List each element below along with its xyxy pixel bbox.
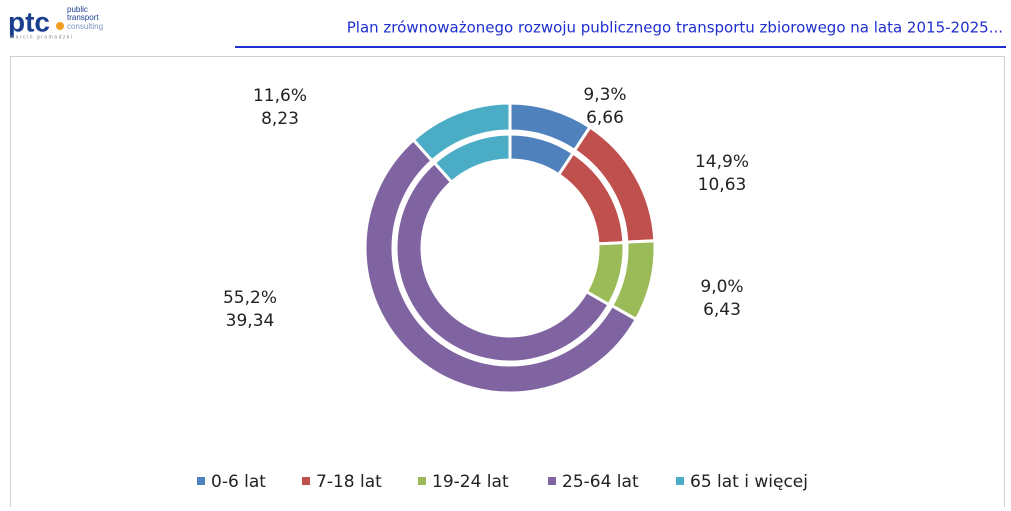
legend-swatch <box>676 477 684 485</box>
chart: 9,3% 6,66 14,9% 10,63 9,0% 6,43 55,2% 39,34 11,6… <box>197 85 808 492</box>
data-label: 14,9% <box>695 152 749 172</box>
logo-text: transport <box>67 13 99 22</box>
data-label: 6,43 <box>703 300 741 320</box>
data-label: 10,63 <box>698 175 747 195</box>
chart-frame <box>10 56 1005 511</box>
legend-label: 65 lat i więcej <box>690 472 808 492</box>
logo-text: public <box>67 5 88 14</box>
legend-swatch <box>548 477 556 485</box>
doughnut-segment <box>411 101 512 163</box>
data-label: 55,2% <box>223 288 277 308</box>
data-label: 39,34 <box>226 311 275 331</box>
logo-text: consulting <box>67 22 103 31</box>
legend-label: 7-18 lat <box>316 472 382 492</box>
legend-swatch <box>418 477 426 485</box>
data-label: 9,0% <box>700 277 743 297</box>
data-label: 6,66 <box>586 108 624 128</box>
data-label: 9,3% <box>583 85 626 105</box>
logo-author: marcin gromadzki <box>10 34 73 40</box>
legend-swatch <box>197 477 205 485</box>
doughnut-segment <box>432 132 512 185</box>
legend-label: 19-24 lat <box>432 472 509 492</box>
logo-dot <box>56 22 64 30</box>
data-label: 11,6% <box>253 86 307 106</box>
logo-mark: ptc <box>8 6 50 37</box>
doughnut-segment <box>394 160 611 364</box>
doughnut-segment <box>363 137 639 395</box>
header-title: Plan zrównoważonego rozwoju publicznego … <box>347 19 1003 37</box>
legend-swatch <box>302 477 310 485</box>
legend-label: 0-6 lat <box>211 472 266 492</box>
legend-label: 25-64 lat <box>562 472 639 492</box>
data-label: 8,23 <box>261 109 299 129</box>
